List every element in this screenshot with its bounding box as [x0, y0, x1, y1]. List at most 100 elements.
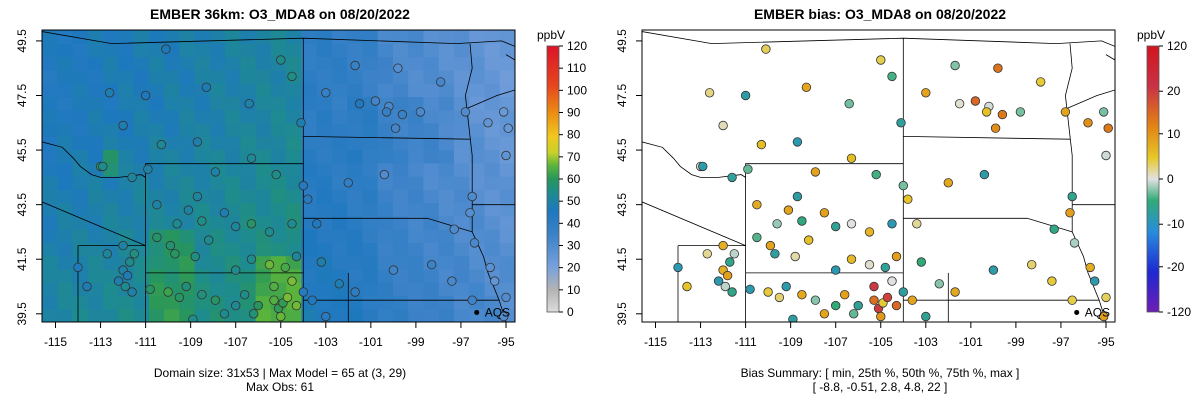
- model-grid-cell: [499, 255, 515, 270]
- model-grid-cell: [499, 189, 515, 204]
- model-grid-cell: [164, 268, 180, 283]
- x-axis: -115 -113 -111 -109 -107 -105 -103 -101 -99 -97 -9…: [644, 322, 1115, 349]
- model-grid-cell: [209, 282, 226, 297]
- model-grid-cell: [423, 295, 440, 310]
- model-grid-cell: [225, 30, 241, 44]
- monitor-site-marker: [943, 178, 954, 188]
- model-grid-cell: [392, 215, 409, 230]
- colorbar-tick-label: 50: [567, 194, 581, 208]
- model-grid-cell: [469, 282, 486, 297]
- model-grid-cell: [316, 176, 333, 190]
- monitor-site-marker: [447, 276, 457, 286]
- map-area: [42, 30, 531, 322]
- model-grid-cell: [484, 215, 501, 230]
- model-grid-cell: [87, 69, 104, 84]
- monitor-site-marker: [449, 224, 459, 234]
- model-grid-cell: [438, 30, 455, 44]
- model-grid-cell: [331, 96, 348, 111]
- x-tick-label: -103: [914, 335, 938, 349]
- model-grid-cell: [42, 268, 58, 283]
- model-grid-cell: [392, 69, 409, 84]
- model-grid-cell: [179, 242, 196, 257]
- model-grid-cell: [194, 96, 211, 111]
- model-grid-cell: [179, 30, 196, 31]
- monitor-site-marker: [276, 55, 286, 65]
- model-grid-cell: [408, 215, 425, 230]
- model-grid-cell: [133, 295, 150, 310]
- model-grid-cell: [118, 83, 135, 97]
- model-grid-cell: [270, 229, 287, 243]
- model-grid-cell: [438, 96, 455, 111]
- model-grid-cell: [362, 43, 379, 58]
- model-grid-cell: [362, 122, 379, 137]
- model-grid-cell: [453, 149, 470, 164]
- model-grid-cell: [240, 122, 257, 137]
- model-grid-cell: [408, 242, 425, 257]
- model-grid-cell: [301, 308, 318, 322]
- model-grid-cell: [347, 189, 364, 204]
- model-grid-cell: [347, 83, 364, 97]
- monitor-site-marker: [1060, 107, 1071, 117]
- model-grid-cell: [87, 215, 104, 230]
- x-tick-label: -107: [824, 335, 848, 349]
- monitor-site-marker: [1036, 77, 1046, 87]
- model-grid-cell: [377, 229, 394, 243]
- model-grid-cell: [255, 43, 272, 58]
- model-grid-cell: [286, 202, 302, 217]
- model-grid-cell: [423, 176, 440, 190]
- monitor-site-marker: [916, 257, 927, 267]
- state-border: [42, 141, 304, 179]
- model-grid-cell: [515, 43, 531, 57]
- model-grid-cell: [133, 30, 150, 31]
- model-grid-cell: [515, 269, 531, 283]
- model-grid-cell: [408, 176, 425, 190]
- monitor-site-marker: [102, 249, 113, 259]
- model-grid-cell: [423, 242, 440, 257]
- model-grid-cell: [103, 30, 119, 31]
- model-grid-cell: [499, 215, 515, 230]
- model-grid-cell: [72, 83, 89, 97]
- model-grid-cell: [148, 255, 165, 270]
- model-grid-cell: [42, 308, 58, 322]
- model-grid-cell: [453, 242, 470, 257]
- model-grid-cell: [316, 189, 333, 204]
- bias-map-figure: AQS -115 -113 -111 -109 -107 -105 -103 -101 -99 -9…: [615, 28, 1191, 349]
- model-grid-cell: [453, 69, 470, 84]
- state-border: [42, 201, 146, 246]
- monitor-site-marker: [343, 178, 354, 188]
- monitor-site-marker: [381, 107, 392, 117]
- model-grid-cell: [423, 215, 440, 230]
- monitor-site-marker: [181, 281, 191, 292]
- model-grid-cell: [240, 56, 257, 71]
- model-grid-cell: [347, 69, 364, 84]
- model-grid-cell: [255, 202, 272, 217]
- model-grid-cell: [392, 30, 409, 31]
- monitor-site-marker: [264, 227, 275, 237]
- model-grid-cell: [72, 202, 89, 217]
- model-grid-cell: [164, 83, 180, 97]
- model-grid-cell: [255, 56, 272, 71]
- model-grid-cell: [453, 136, 470, 151]
- monitor-site-marker: [1067, 295, 1077, 305]
- x-tick-label: -115: [44, 335, 67, 349]
- model-grid-cell: [118, 136, 135, 151]
- colorbar-tick-label: 0: [1167, 172, 1174, 186]
- monitor-site-marker: [970, 96, 981, 106]
- model-grid-cell: [362, 69, 379, 84]
- model-grid-cell: [484, 176, 501, 190]
- model-grid-cell: [453, 83, 470, 97]
- model-grid-cell: [377, 122, 394, 137]
- model-grid-cell: [255, 69, 272, 84]
- model-grid-cell: [392, 83, 409, 97]
- model-grid-cell: [194, 56, 211, 71]
- monitor-site-marker: [1065, 208, 1075, 218]
- model-grid-cell: [225, 122, 241, 137]
- model-grid-cell: [331, 149, 348, 164]
- model-grid-cell: [209, 149, 226, 164]
- monitor-site-marker: [898, 287, 909, 297]
- model-grid-cell: [148, 308, 165, 322]
- monitor-site-marker: [350, 287, 360, 297]
- model-grid-cell: [164, 189, 180, 204]
- model-grid-cell: [87, 308, 104, 322]
- model-grid-cell: [42, 136, 58, 151]
